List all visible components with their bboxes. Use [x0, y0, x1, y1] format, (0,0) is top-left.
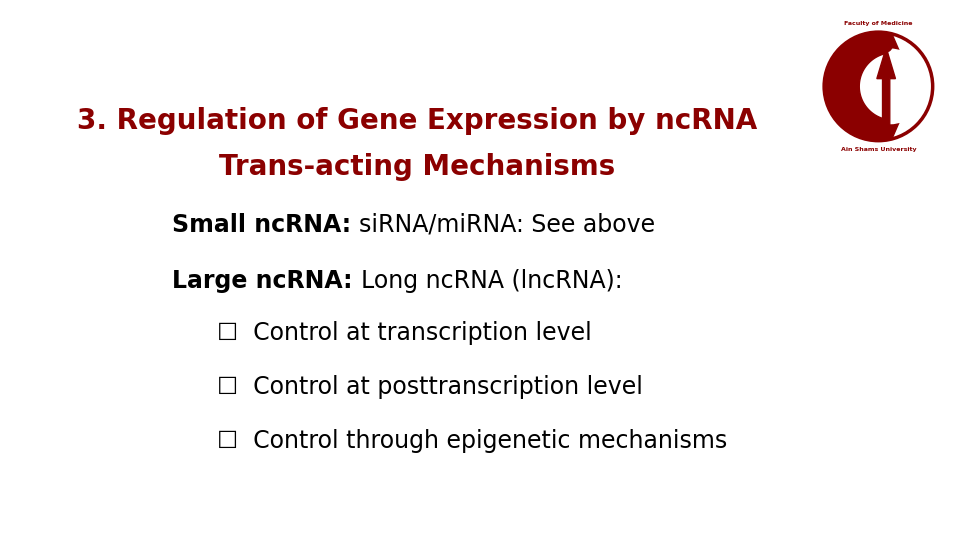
Polygon shape [826, 34, 888, 139]
Circle shape [880, 40, 892, 52]
Text: ☐  Control through epigenetic mechanisms: ☐ Control through epigenetic mechanisms [217, 429, 727, 453]
Text: Small ncRNA:: Small ncRNA: [172, 213, 359, 237]
Text: Large ncRNA:: Large ncRNA: [172, 269, 361, 293]
Polygon shape [876, 48, 896, 130]
Polygon shape [824, 32, 899, 141]
Text: ☐  Control at posttranscription level: ☐ Control at posttranscription level [217, 375, 642, 399]
Text: Faculty of Medicine: Faculty of Medicine [844, 21, 913, 26]
Text: Long ncRNA (lncRNA):: Long ncRNA (lncRNA): [361, 269, 622, 293]
Circle shape [852, 49, 927, 124]
Text: Trans-acting Mechanisms: Trans-acting Mechanisms [220, 153, 615, 181]
Text: ☐  Control at transcription level: ☐ Control at transcription level [217, 321, 591, 345]
Circle shape [822, 30, 935, 143]
Text: Ain Shams University: Ain Shams University [841, 147, 916, 152]
Text: siRNA/miRNA: See above: siRNA/miRNA: See above [359, 213, 656, 237]
Text: 3. Regulation of Gene Expression by ncRNA: 3. Regulation of Gene Expression by ncRN… [78, 107, 757, 135]
